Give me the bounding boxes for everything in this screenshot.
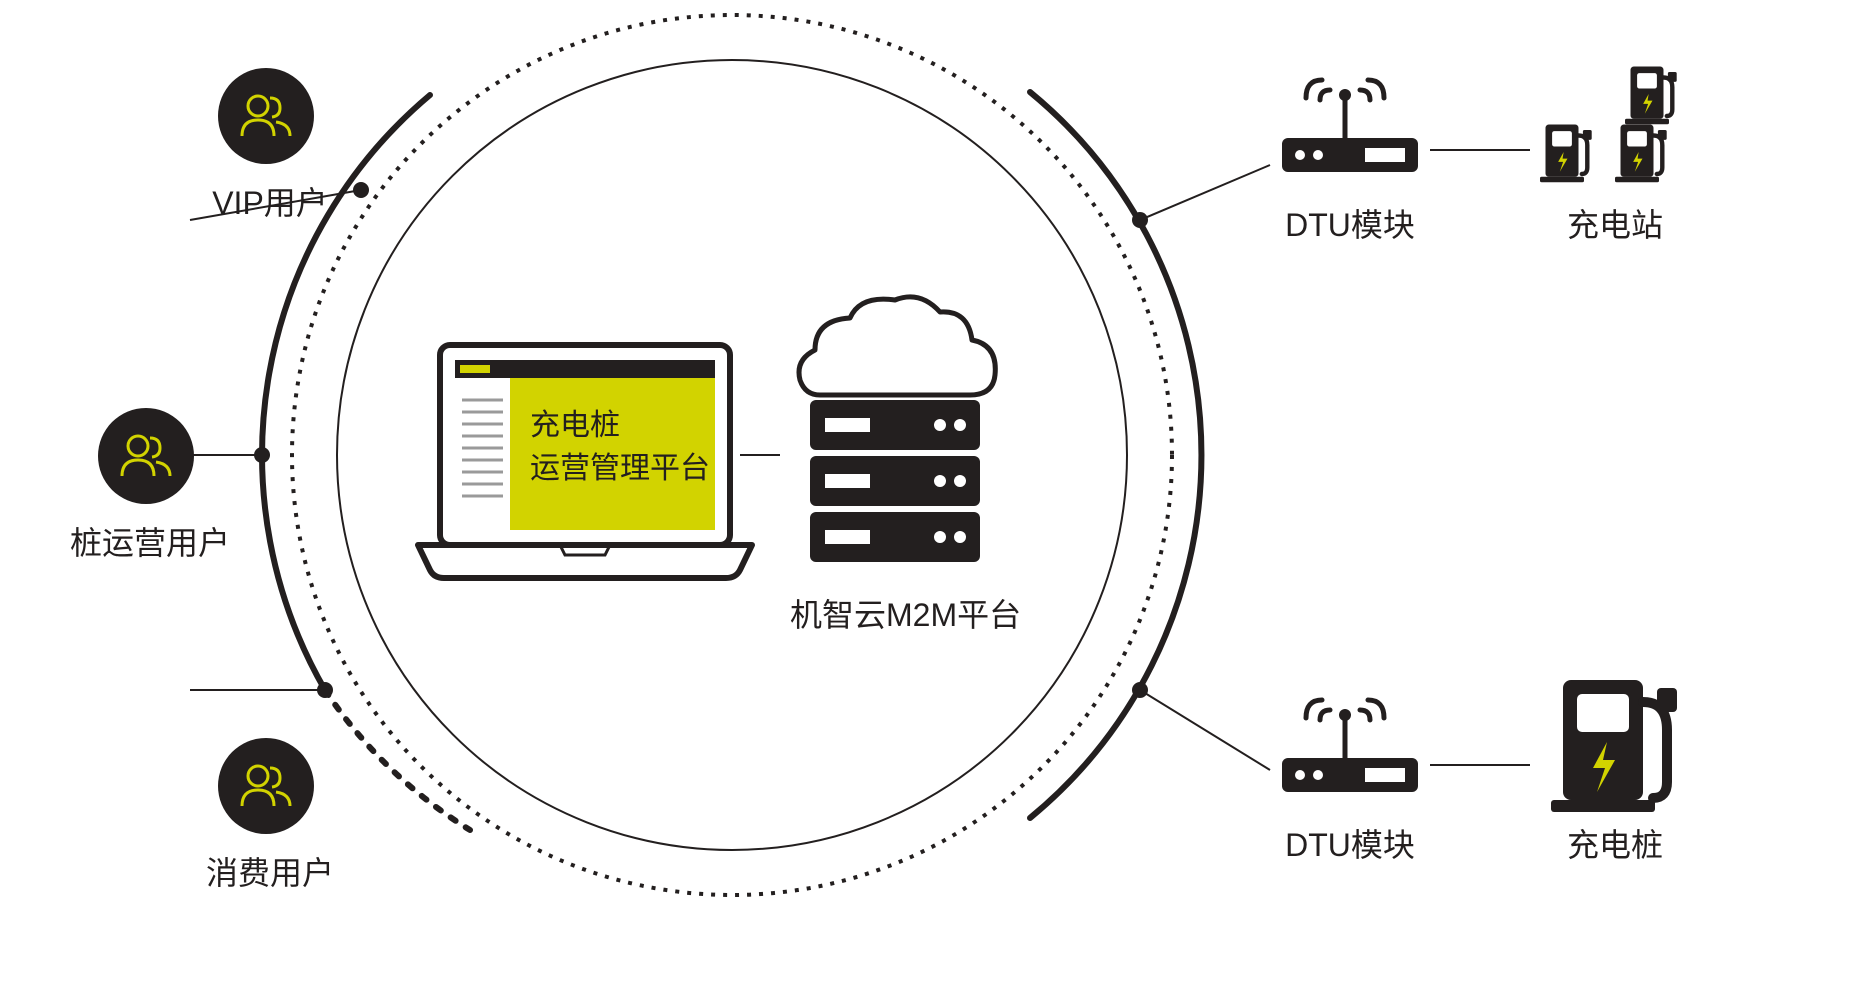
connector-left-3-dot (317, 682, 333, 698)
connector-right-1-dot (1132, 212, 1148, 228)
user-badge-operator (98, 408, 194, 504)
dtu-icon-top (1270, 60, 1430, 190)
user-label-2: 消费用户 (170, 848, 370, 894)
right-arc (1030, 92, 1201, 818)
connector-right-2-dot (1132, 682, 1148, 698)
charging-station-icon (1530, 50, 1700, 190)
laptop-icon: 充电桩 运营管理平台 (418, 345, 752, 578)
dtu-label-1: DTU模块 (1270, 820, 1430, 866)
user-badge-consumer (218, 738, 314, 834)
diagram-canvas: 充电桩 运营管理平台 (0, 0, 1855, 998)
endpoint-label-1: 充电桩 (1530, 820, 1700, 866)
users-icon (236, 756, 296, 816)
charging-pile-icon (1545, 660, 1695, 820)
user-label-0: VIP用户 (170, 178, 370, 224)
connector-right-2 (1140, 690, 1270, 770)
connector-right-1 (1140, 165, 1270, 220)
cloud-label: 机智云M2M平台 (790, 590, 1010, 636)
cloud-server-icon (799, 297, 995, 562)
user-label-1: 桩运营用户 (50, 518, 250, 564)
user-badge-vip (218, 68, 314, 164)
users-icon (236, 86, 296, 146)
dtu-icon-bottom (1270, 680, 1430, 810)
laptop-line2: 运营管理平台 (530, 452, 710, 485)
users-icon (116, 426, 176, 486)
connector-left-2-dot (254, 447, 270, 463)
left-arc-dashed (325, 690, 470, 830)
endpoint-label-0: 充电站 (1530, 200, 1700, 246)
dtu-label-0: DTU模块 (1270, 200, 1430, 246)
laptop-line1: 充电桩 (530, 409, 620, 442)
